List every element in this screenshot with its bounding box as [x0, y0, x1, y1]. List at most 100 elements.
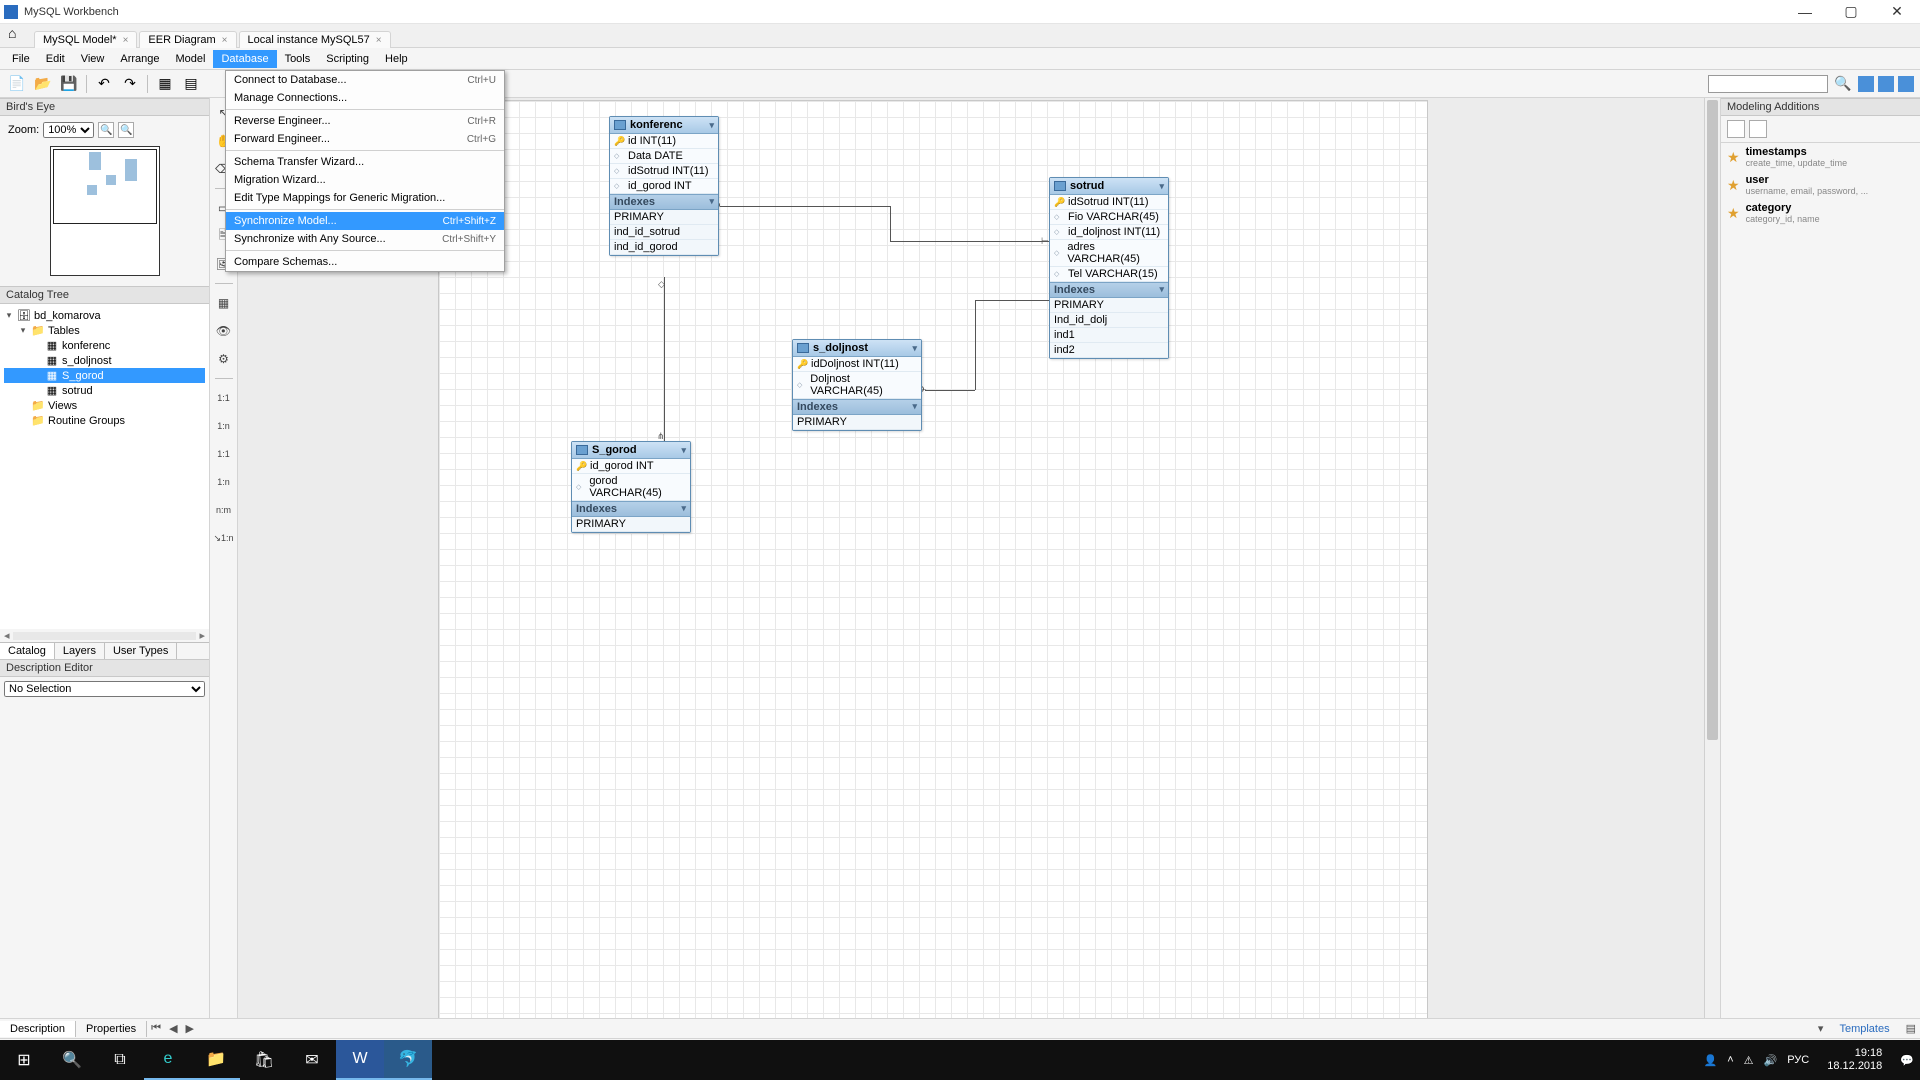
chevron-down-icon[interactable]: ▾ — [1159, 181, 1164, 192]
chevron-down-icon[interactable]: ▾ — [709, 120, 714, 131]
start-button[interactable]: ⊞ — [0, 1040, 48, 1080]
store-icon[interactable]: 🛍 — [240, 1040, 288, 1080]
desc-select[interactable]: No Selection — [4, 681, 205, 697]
catalog-tree[interactable]: ▾🗄bd_komarova ▾📁Tables ▦konferenc ▦s_dol… — [0, 304, 209, 629]
tab-properties[interactable]: Properties — [76, 1021, 147, 1037]
tree-table[interactable]: ▦sotrud — [4, 383, 205, 398]
menu-synchronize-any[interactable]: Synchronize with Any Source...Ctrl+Shift… — [226, 230, 504, 248]
zoom-out-icon[interactable]: 🔍 — [98, 122, 114, 138]
tray-volume-icon[interactable]: 🔊 — [1764, 1054, 1778, 1067]
menu-connect-db[interactable]: Connect to Database...Ctrl+U — [226, 71, 504, 89]
view-icon[interactable]: 👁 — [213, 320, 235, 342]
erd-table-sotrud[interactable]: sotrud▾ 🔑idSotrud INT(11) ◇Fio VARCHAR(4… — [1049, 177, 1169, 359]
menu-edit[interactable]: Edit — [38, 50, 73, 68]
tray-up-icon[interactable]: ˄ — [1727, 1054, 1733, 1066]
edge-icon[interactable]: e — [144, 1040, 192, 1080]
menu-view[interactable]: View — [73, 50, 113, 68]
vertical-scrollbar[interactable] — [1704, 98, 1720, 1018]
home-icon[interactable]: ⌂ — [8, 25, 28, 45]
tree-table[interactable]: ▦konferenc — [4, 338, 205, 353]
chevron-down-icon[interactable]: ▾ — [1814, 1022, 1828, 1035]
templates-link[interactable]: Templates — [1827, 1023, 1901, 1035]
erd-table-konferenc[interactable]: konferenc▾ 🔑id INT(11) ◇Data DATE ◇idSot… — [609, 116, 719, 256]
mail-icon[interactable]: ✉ — [288, 1040, 336, 1080]
save-icon[interactable]: 💾 — [58, 73, 80, 95]
search-icon[interactable]: 🔍 — [1832, 73, 1854, 95]
tray-lang[interactable]: РУС — [1787, 1054, 1809, 1066]
menu-scripting[interactable]: Scripting — [318, 50, 377, 68]
new-icon[interactable]: 📄 — [6, 73, 28, 95]
tree-schema[interactable]: ▾🗄bd_komarova — [4, 308, 205, 323]
zoom-select[interactable]: 100% — [43, 122, 94, 138]
tab-eer[interactable]: EER Diagram× — [139, 31, 236, 48]
tree-table[interactable]: ▦S_gorod — [4, 368, 205, 383]
menu-migration-wizard[interactable]: Migration Wizard... — [226, 171, 504, 189]
close-icon[interactable]: × — [222, 35, 228, 46]
nav-prev-icon[interactable]: ◀ — [165, 1022, 181, 1035]
menu-file[interactable]: File — [4, 50, 38, 68]
notifications-icon[interactable]: 💬 — [1900, 1054, 1914, 1067]
addition-item[interactable]: ★timestampscreate_time, update_time — [1721, 143, 1920, 171]
menu-database[interactable]: Database — [213, 50, 276, 68]
menu-manage-connections[interactable]: Manage Connections... — [226, 89, 504, 107]
template-icon[interactable] — [1727, 120, 1745, 138]
canvas-page[interactable]: ⊢ ◇ ⋔ ⊢ konferenc▾ 🔑id INT(11) ◇Data DAT… — [438, 100, 1428, 1018]
maximize-button[interactable]: ▢ — [1828, 0, 1874, 24]
template-icon[interactable] — [1749, 120, 1767, 138]
panel-icon[interactable]: ▤ — [1902, 1022, 1920, 1035]
tray-people-icon[interactable]: 👤 — [1703, 1054, 1717, 1067]
menu-forward-engineer[interactable]: Forward Engineer...Ctrl+G — [226, 130, 504, 148]
table-icon[interactable]: ▦ — [213, 292, 235, 314]
addition-item[interactable]: ★userusername, email, password, ... — [1721, 171, 1920, 199]
rel-existing-icon[interactable]: ↘1:n — [213, 527, 235, 549]
rel-1-n-nid-icon[interactable]: 1:n — [213, 471, 235, 493]
minimize-button[interactable]: — — [1782, 0, 1828, 24]
chevron-down-icon[interactable]: ▾ — [681, 503, 686, 515]
tab-description[interactable]: Description — [0, 1021, 76, 1037]
chevron-down-icon[interactable]: ▾ — [912, 401, 917, 413]
panel-toggle-bottom-icon[interactable] — [1878, 76, 1894, 92]
chevron-down-icon[interactable]: ▾ — [1159, 284, 1164, 296]
rel-1-n-icon[interactable]: 1:n — [213, 415, 235, 437]
panel-toggle-right-icon[interactable] — [1898, 76, 1914, 92]
close-button[interactable]: ✕ — [1874, 0, 1920, 24]
menu-reverse-engineer[interactable]: Reverse Engineer...Ctrl+R — [226, 112, 504, 130]
menu-schema-transfer[interactable]: Schema Transfer Wizard... — [226, 153, 504, 171]
grid-icon[interactable]: ▦ — [154, 73, 176, 95]
tree-tables[interactable]: ▾📁Tables — [4, 323, 205, 338]
chevron-down-icon[interactable]: ▾ — [681, 445, 686, 456]
word-icon[interactable]: W — [336, 1040, 384, 1080]
menu-edit-type-mappings[interactable]: Edit Type Mappings for Generic Migration… — [226, 189, 504, 207]
erd-table-s-doljnost[interactable]: s_doljnost▾ 🔑idDoljnost INT(11) ◇Doljnos… — [792, 339, 922, 431]
search-icon[interactable]: 🔍 — [48, 1040, 96, 1080]
tab-layers[interactable]: Layers — [55, 643, 105, 659]
rel-1-1-nid-icon[interactable]: 1:1 — [213, 443, 235, 465]
panel-toggle-left-icon[interactable] — [1858, 76, 1874, 92]
birds-eye-thumbnail[interactable] — [50, 146, 160, 276]
nav-first-icon[interactable]: ⏮ — [147, 1022, 165, 1035]
tray-network-icon[interactable]: ⚠ — [1744, 1054, 1754, 1067]
tab-model[interactable]: MySQL Model*× — [34, 31, 137, 48]
tab-user-types[interactable]: User Types — [105, 643, 177, 659]
tab-catalog[interactable]: Catalog — [0, 643, 55, 659]
tab-connection[interactable]: Local instance MySQL57× — [239, 31, 391, 48]
menu-synchronize-model[interactable]: Synchronize Model...Ctrl+Shift+Z — [226, 212, 504, 230]
menu-arrange[interactable]: Arrange — [112, 50, 167, 68]
menu-model[interactable]: Model — [168, 50, 214, 68]
explorer-icon[interactable]: 📁 — [192, 1040, 240, 1080]
open-icon[interactable]: 📂 — [32, 73, 54, 95]
rel-n-m-icon[interactable]: n:m — [213, 499, 235, 521]
erd-table-s-gorod[interactable]: S_gorod▾ 🔑id_gorod INT ◇gorod VARCHAR(45… — [571, 441, 691, 533]
menu-compare-schemas[interactable]: Compare Schemas... — [226, 253, 504, 271]
tree-views[interactable]: 📁Views — [4, 398, 205, 413]
undo-icon[interactable]: ↶ — [93, 73, 115, 95]
tree-table[interactable]: ▦s_doljnost — [4, 353, 205, 368]
close-icon[interactable]: × — [376, 35, 382, 46]
chevron-down-icon[interactable]: ▾ — [912, 343, 917, 354]
taskbar-clock[interactable]: 19:18 18.12.2018 — [1819, 1047, 1890, 1073]
tree-routines[interactable]: 📁Routine Groups — [4, 413, 205, 428]
rel-1-1-icon[interactable]: 1:1 — [213, 387, 235, 409]
chevron-down-icon[interactable]: ▾ — [709, 196, 714, 208]
nav-next-icon[interactable]: ▶ — [182, 1022, 198, 1035]
redo-icon[interactable]: ↷ — [119, 73, 141, 95]
